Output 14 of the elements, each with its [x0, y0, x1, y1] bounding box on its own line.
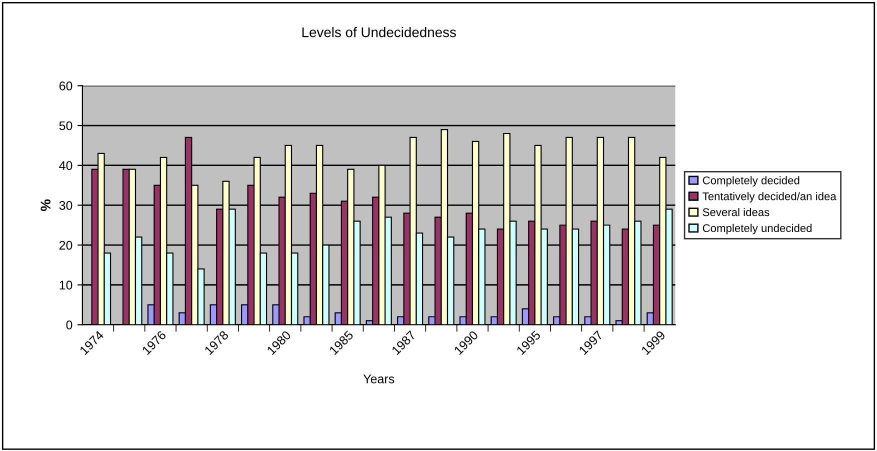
legend-label: Several ideas: [702, 208, 770, 216]
y-tick-label: 50: [59, 121, 72, 130]
y-tick-label: 10: [60, 280, 72, 290]
chart-title: Levels of Undecidedness: [302, 27, 456, 38]
x-axis-title: Years: [363, 374, 394, 384]
y-tick-label: 30: [59, 201, 72, 210]
legend-label: Tentatively decided/an idea: [702, 192, 836, 202]
y-tick-label: 20: [59, 240, 72, 250]
legend-label: Completely undecided: [702, 224, 812, 234]
y-tick-label: 60: [59, 81, 72, 90]
y-axis-title: %: [40, 199, 50, 212]
y-tick-label: 40: [59, 161, 72, 170]
legend-label: Completely decided: [702, 176, 800, 187]
y-tick-label: 0: [66, 320, 72, 330]
